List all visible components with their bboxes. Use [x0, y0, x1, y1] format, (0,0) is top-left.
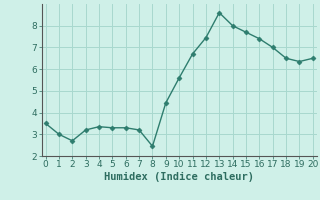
X-axis label: Humidex (Indice chaleur): Humidex (Indice chaleur) — [104, 172, 254, 182]
